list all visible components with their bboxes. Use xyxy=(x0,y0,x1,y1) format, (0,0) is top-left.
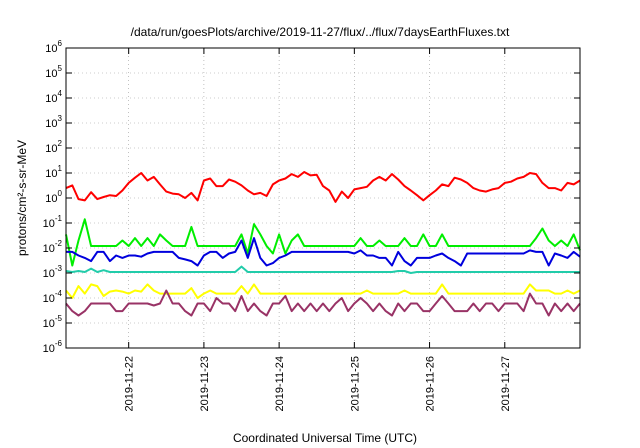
series-line xyxy=(65,265,580,274)
x-tick-label: 2019-11-25 xyxy=(349,356,361,411)
x-tick-labels: 2019-11-22 2019-11-23 2019-11-24 2019-11-25… xyxy=(124,356,512,411)
chart-title: /data/run/goesPlots/archive/2019-11-27/f… xyxy=(131,25,510,39)
y-tick-label: 10-5 xyxy=(43,314,63,330)
grid-lines xyxy=(66,48,580,348)
series-line xyxy=(65,171,581,203)
y-tick-label: 104 xyxy=(45,89,62,105)
y-tick-label: 101 xyxy=(45,164,62,180)
series-line xyxy=(65,289,581,317)
ticks-layer xyxy=(66,47,580,349)
series-line xyxy=(65,283,581,299)
y-tick-label: 103 xyxy=(45,114,62,130)
y-tick-label: 10-4 xyxy=(43,289,63,305)
x-tick-label: 2019-11-23 xyxy=(199,356,211,411)
series-line xyxy=(66,237,581,267)
x-tick-label: 2019-11-26 xyxy=(425,356,437,411)
x-tick-label: 2019-11-24 xyxy=(274,356,286,411)
y-axis-label: protons/cm²-s-sr-MeV xyxy=(15,140,29,256)
series-layer xyxy=(65,171,581,317)
y-tick-label: 105 xyxy=(45,64,62,80)
x-tick-label: 2019-11-27 xyxy=(500,356,512,411)
y-tick-label: 10-2 xyxy=(43,239,63,255)
x-axis-label: Coordinated Universal Time (UTC) xyxy=(233,431,417,445)
y-tick-label: 10-1 xyxy=(43,214,63,230)
x-tick-label: 2019-11-22 xyxy=(124,356,136,411)
y-tick-label: 10-6 xyxy=(43,339,63,355)
y-tick-label: 102 xyxy=(45,139,62,155)
series-line xyxy=(65,218,581,267)
y-tick-label: 100 xyxy=(45,189,62,205)
y-tick-labels: 10-6 10-5 10-4 10-3 10-2 10-1 100 101 102 103 104 1… xyxy=(43,39,63,355)
y-tick-label: 106 xyxy=(45,39,62,55)
y-tick-label: 10-3 xyxy=(43,264,63,280)
